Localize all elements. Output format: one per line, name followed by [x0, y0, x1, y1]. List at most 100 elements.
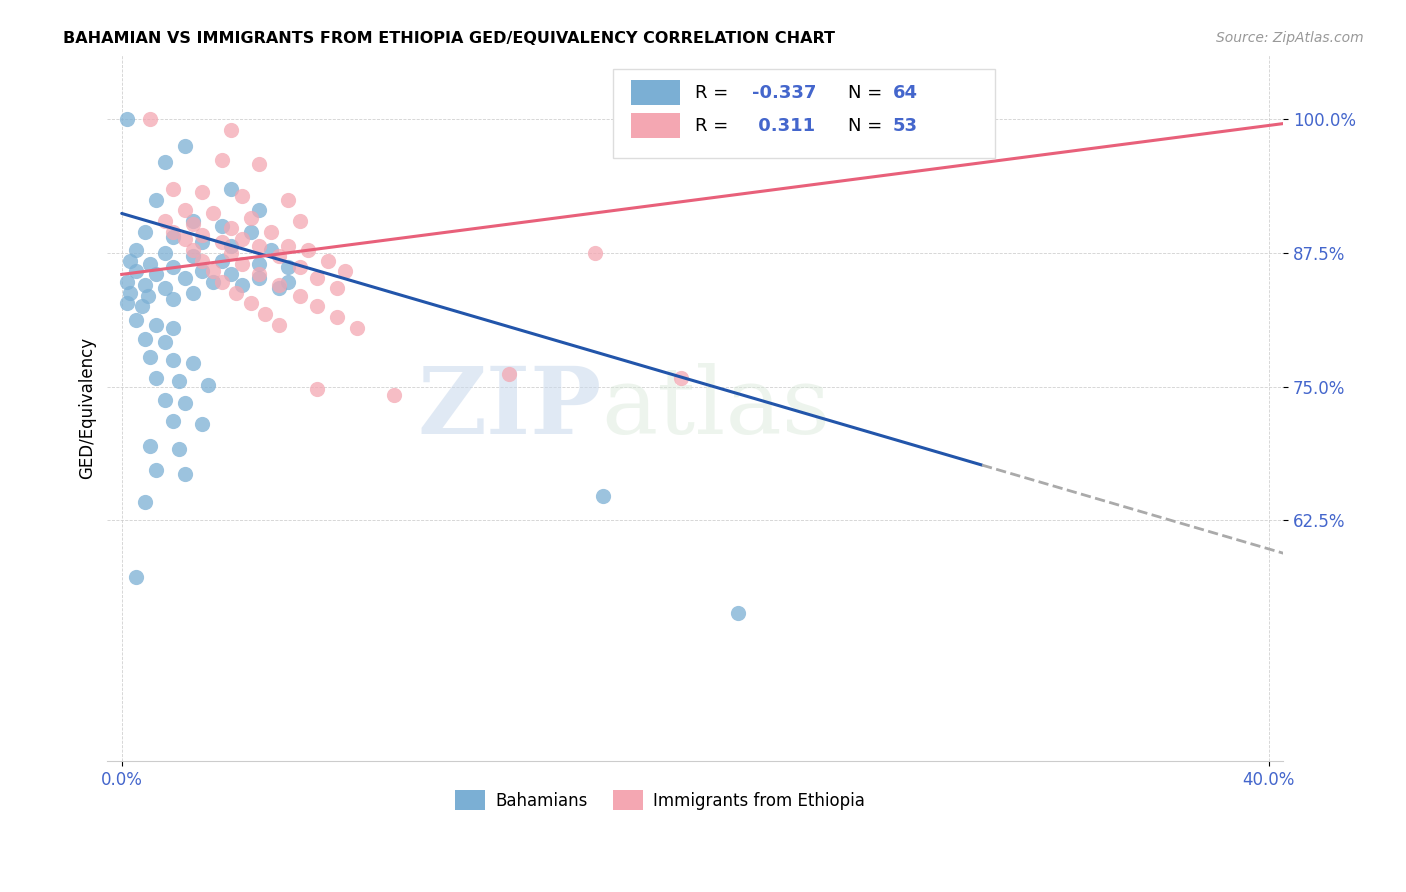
Point: [125, 243, 148, 257]
Text: ZIP: ZIP: [418, 363, 602, 453]
Point: [183, 243, 205, 257]
Point: [219, 123, 242, 137]
Point: [145, 463, 167, 477]
Point: [727, 607, 749, 621]
Point: [167, 375, 190, 389]
Point: [247, 257, 270, 271]
Point: [219, 238, 242, 252]
Point: [211, 219, 233, 234]
Point: [277, 260, 299, 274]
Point: [219, 268, 242, 282]
Point: [191, 185, 214, 199]
Text: atlas: atlas: [602, 363, 831, 453]
Point: [288, 260, 311, 274]
Point: [335, 264, 357, 278]
Point: [183, 285, 205, 300]
Point: [153, 214, 176, 228]
Point: [162, 353, 184, 368]
Point: [239, 296, 262, 310]
Point: [297, 243, 319, 257]
Point: [173, 270, 195, 285]
Point: [139, 257, 162, 271]
Point: [173, 467, 195, 482]
Point: [120, 253, 142, 268]
Point: [153, 155, 176, 169]
Point: [197, 377, 219, 392]
Point: [219, 246, 242, 260]
Point: [162, 292, 184, 306]
Point: [260, 243, 283, 257]
Point: [145, 268, 167, 282]
Text: N =: N =: [848, 84, 889, 102]
FancyBboxPatch shape: [630, 113, 681, 138]
Point: [211, 275, 233, 289]
Point: [288, 289, 311, 303]
Point: [191, 253, 214, 268]
Point: [139, 438, 162, 452]
Point: [139, 112, 162, 127]
Text: N =: N =: [848, 117, 889, 135]
Point: [125, 313, 148, 327]
Point: [136, 289, 159, 303]
Point: [269, 281, 291, 295]
Point: [669, 371, 692, 385]
Point: [277, 193, 299, 207]
Point: [183, 249, 205, 263]
Point: [173, 203, 195, 218]
Point: [254, 307, 277, 321]
Point: [191, 264, 214, 278]
Point: [183, 356, 205, 370]
Text: BAHAMIAN VS IMMIGRANTS FROM ETHIOPIA GED/EQUIVALENCY CORRELATION CHART: BAHAMIAN VS IMMIGRANTS FROM ETHIOPIA GED…: [63, 31, 835, 46]
Point: [277, 275, 299, 289]
Text: 0.311: 0.311: [752, 117, 815, 135]
Point: [162, 414, 184, 428]
Point: [134, 278, 156, 293]
Point: [162, 260, 184, 274]
Point: [183, 214, 205, 228]
Point: [219, 182, 242, 196]
Point: [139, 350, 162, 364]
FancyBboxPatch shape: [613, 70, 995, 158]
Point: [583, 246, 606, 260]
Point: [191, 235, 214, 250]
Point: [247, 238, 270, 252]
Point: [326, 310, 349, 325]
Y-axis label: GED/Equivalency: GED/Equivalency: [79, 337, 96, 479]
Point: [269, 278, 291, 293]
Point: [305, 300, 328, 314]
Point: [125, 264, 148, 278]
Point: [162, 182, 184, 196]
Point: [382, 388, 405, 402]
Point: [202, 206, 225, 220]
Point: [117, 275, 139, 289]
Point: [162, 225, 184, 239]
Point: [247, 157, 270, 171]
Point: [305, 270, 328, 285]
Point: [247, 203, 270, 218]
Point: [498, 367, 520, 381]
Point: [120, 285, 142, 300]
Point: [117, 112, 139, 127]
Point: [211, 253, 233, 268]
Point: [231, 257, 253, 271]
Point: [191, 227, 214, 242]
Point: [231, 189, 253, 203]
Text: R =: R =: [695, 117, 734, 135]
Point: [134, 332, 156, 346]
Point: [239, 225, 262, 239]
Point: [134, 495, 156, 509]
Text: Source: ZipAtlas.com: Source: ZipAtlas.com: [1216, 31, 1364, 45]
Point: [247, 270, 270, 285]
Point: [145, 318, 167, 332]
Text: 64: 64: [893, 84, 918, 102]
Text: R =: R =: [695, 84, 734, 102]
Point: [231, 232, 253, 246]
Point: [305, 382, 328, 396]
Text: 53: 53: [893, 117, 918, 135]
Point: [125, 570, 148, 584]
Point: [191, 417, 214, 432]
Point: [162, 321, 184, 335]
Point: [247, 268, 270, 282]
Point: [167, 442, 190, 456]
Point: [153, 392, 176, 407]
